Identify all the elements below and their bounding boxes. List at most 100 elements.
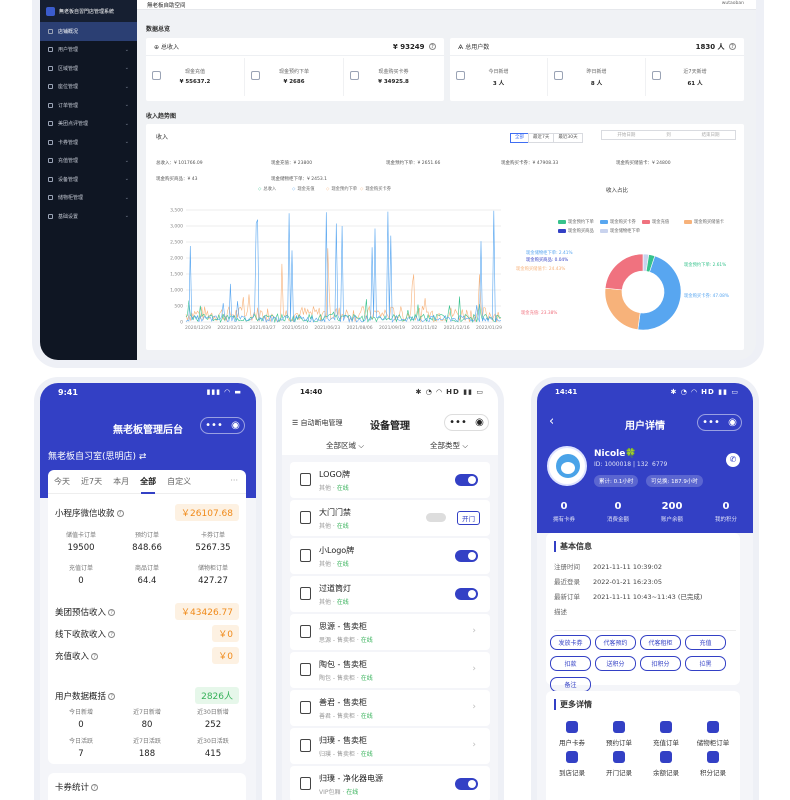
detail-item-icon[interactable]	[613, 721, 625, 733]
more-dots-icon[interactable]: •••	[205, 420, 223, 431]
sidebar-item[interactable]: 基础设置 ⌄	[40, 207, 137, 226]
sidebar-item[interactable]: 座位管理 ⌄	[40, 78, 137, 97]
action-tag-button[interactable]: 备注	[550, 677, 591, 692]
user-stat[interactable]: 0 拥有卡券	[537, 501, 591, 523]
pie-legend-item[interactable]: 现金预约下单	[558, 219, 594, 225]
action-tag-button[interactable]: 拉黑	[685, 656, 726, 671]
power-toggle[interactable]	[455, 588, 478, 600]
more-dots-icon[interactable]: •••	[449, 417, 467, 428]
pie-legend-item[interactable]: 现金储物柜下单	[600, 228, 640, 234]
action-tag-button[interactable]: 扣积分	[640, 656, 681, 671]
detail-item-icon[interactable]	[660, 721, 672, 733]
sidebar-item[interactable]: 储物柜管理 ⌄	[40, 189, 137, 208]
phone-call-icon[interactable]: ✆	[726, 453, 740, 467]
chevron-right-icon[interactable]: ›	[472, 740, 476, 750]
device-row[interactable]: 陶包 - 售卖柜 陶包 - 售卖柜 · 在线 ›	[290, 652, 490, 688]
close-target-icon[interactable]: ◉	[728, 417, 737, 428]
line-legend-item[interactable]: ◇ 总收入	[258, 186, 276, 193]
period-tab[interactable]: 近7天	[81, 477, 103, 486]
action-tag-button[interactable]: 代客预约	[595, 635, 636, 650]
detail-item-icon[interactable]	[613, 751, 625, 763]
period-tab[interactable]: 全部	[140, 477, 157, 494]
mini-program-capsule[interactable]: ••• ◉	[697, 414, 742, 431]
device-row[interactable]: 思源 - 售卖柜 思源 - 售卖柜 · 在线 ›	[290, 614, 490, 650]
action-tag-button[interactable]: 发放卡券	[550, 635, 591, 650]
range-filter-button[interactable]: 全部	[510, 133, 529, 143]
chevron-right-icon[interactable]: ›	[472, 664, 476, 674]
action-tag-button[interactable]: 扣款	[550, 656, 591, 671]
sidebar-item[interactable]: 区域管理 ⌄	[40, 59, 137, 78]
detail-item-icon[interactable]	[566, 721, 578, 733]
device-row[interactable]: 大门门禁 其他 · 在线 开门	[290, 500, 490, 536]
device-row[interactable]: 善君 - 售卖柜 善君 - 售卖柜 · 在线 ›	[290, 690, 490, 726]
sidebar-item[interactable]: 卡券管理 ⌄	[40, 133, 137, 152]
chevron-right-icon[interactable]: ›	[472, 702, 476, 712]
close-target-icon[interactable]: ◉	[475, 417, 484, 428]
pie-legend-item[interactable]: 现金购买卡券	[600, 219, 636, 225]
action-tag-button[interactable]: 送积分	[595, 656, 636, 671]
line-legend-item[interactable]: ◇ 现金预约下单	[326, 186, 357, 193]
detail-item-icon[interactable]	[660, 751, 672, 763]
pie-data-label: 现金购买商品: 0.04%	[526, 256, 568, 263]
device-row[interactable]: 过道筒灯 其他 · 在线	[290, 576, 490, 612]
sidebar-item[interactable]: 订单管理 ⌄	[40, 96, 137, 115]
user-stat[interactable]: 200 账户余额	[645, 501, 699, 523]
detail-item-label[interactable]: 预约订单	[606, 739, 632, 747]
sidebar-item[interactable]: 店铺概况	[40, 22, 137, 41]
mini-program-capsule[interactable]: ••• ◉	[444, 414, 489, 431]
card-stats-card: 卡券统计?	[48, 773, 246, 800]
device-row[interactable]: 归璞 - 售卖柜 归璞 - 售卖柜 · 在线 ›	[290, 728, 490, 764]
sidebar-item[interactable]: 美团点评管理 ⌄	[40, 115, 137, 134]
detail-item-icon[interactable]	[566, 751, 578, 763]
pie-slice[interactable]	[637, 255, 682, 331]
area-filter[interactable]: 全部区域 ⌵	[326, 441, 365, 450]
detail-item-label[interactable]: 充值订单	[653, 739, 679, 747]
power-toggle[interactable]	[455, 550, 478, 562]
period-tab[interactable]: 自定义	[167, 477, 192, 486]
door-state-toggle[interactable]	[426, 513, 446, 522]
auto-poweroff-link[interactable]: ☰ 自动断电管理	[292, 419, 343, 427]
close-target-icon[interactable]: ◉	[231, 420, 240, 431]
period-tab[interactable]: 本月	[113, 477, 130, 486]
detail-item-icon[interactable]	[707, 721, 719, 733]
sidebar-item[interactable]: 设备管理 ⌄	[40, 170, 137, 189]
sidebar-item[interactable]: 用户管理 ⌄	[40, 41, 137, 60]
detail-item-label[interactable]: 用户卡券	[559, 739, 585, 747]
range-filter-button[interactable]: 最近7天	[528, 133, 555, 143]
line-legend-item[interactable]: ◇ 现金购买卡券	[360, 186, 391, 193]
range-filter-button[interactable]: 最近30天	[553, 133, 583, 143]
device-row[interactable]: LOGO牌 其他 · 在线	[290, 462, 490, 498]
header-user[interactable]: wutaoban	[721, 1, 744, 6]
action-tag-button[interactable]: 充值	[685, 635, 726, 650]
more-dots-icon[interactable]: •••	[702, 417, 720, 428]
detail-item-label[interactable]: 储物柜订单	[696, 739, 730, 747]
user-stat[interactable]: 0 我的积分	[699, 501, 753, 523]
store-switcher[interactable]: 無老板自习室(思明店) ⇄	[48, 452, 147, 462]
action-tag-button[interactable]: 代客租柜	[640, 635, 681, 650]
detail-item-label[interactable]: 到店记录	[559, 769, 585, 777]
pie-legend-item[interactable]: 现金购买储值卡	[684, 219, 724, 225]
sidebar-item[interactable]: 充值管理 ⌄	[40, 152, 137, 171]
device-row[interactable]: 归璞 - 净化器电源 VIP包厢 · 在线	[290, 766, 490, 800]
power-toggle[interactable]	[455, 778, 478, 790]
pie-slice[interactable]	[604, 253, 644, 291]
detail-item-icon[interactable]	[707, 751, 719, 763]
pie-slice[interactable]	[604, 287, 641, 330]
device-row[interactable]: 小Logo牌 其他 · 在线	[290, 538, 490, 574]
pie-legend-item[interactable]: 现金购买商品	[558, 228, 594, 234]
date-range-picker[interactable]: 开始日期 到 结束日期	[601, 130, 736, 140]
line-legend-item[interactable]: ◇ 现金充值	[292, 186, 315, 193]
detail-item-label[interactable]: 积分记录	[700, 769, 726, 777]
type-filter[interactable]: 全部类型 ⌵	[430, 441, 469, 450]
chevron-right-icon[interactable]: ›	[472, 626, 476, 636]
more-icon[interactable]: ···	[230, 476, 238, 485]
pie-legend-item[interactable]: 现金充值	[642, 219, 669, 225]
detail-item-label[interactable]: 余额记录	[653, 769, 679, 777]
power-toggle[interactable]	[455, 474, 478, 486]
back-arrow-icon[interactable]: ‹	[549, 414, 555, 429]
period-tab[interactable]: 今天	[54, 477, 70, 486]
open-door-button[interactable]: 开门	[457, 511, 480, 525]
detail-item-label[interactable]: 开门记录	[606, 769, 632, 777]
mini-program-capsule[interactable]: ••• ◉	[200, 417, 245, 434]
user-stat[interactable]: 0 消费金额	[591, 501, 645, 523]
